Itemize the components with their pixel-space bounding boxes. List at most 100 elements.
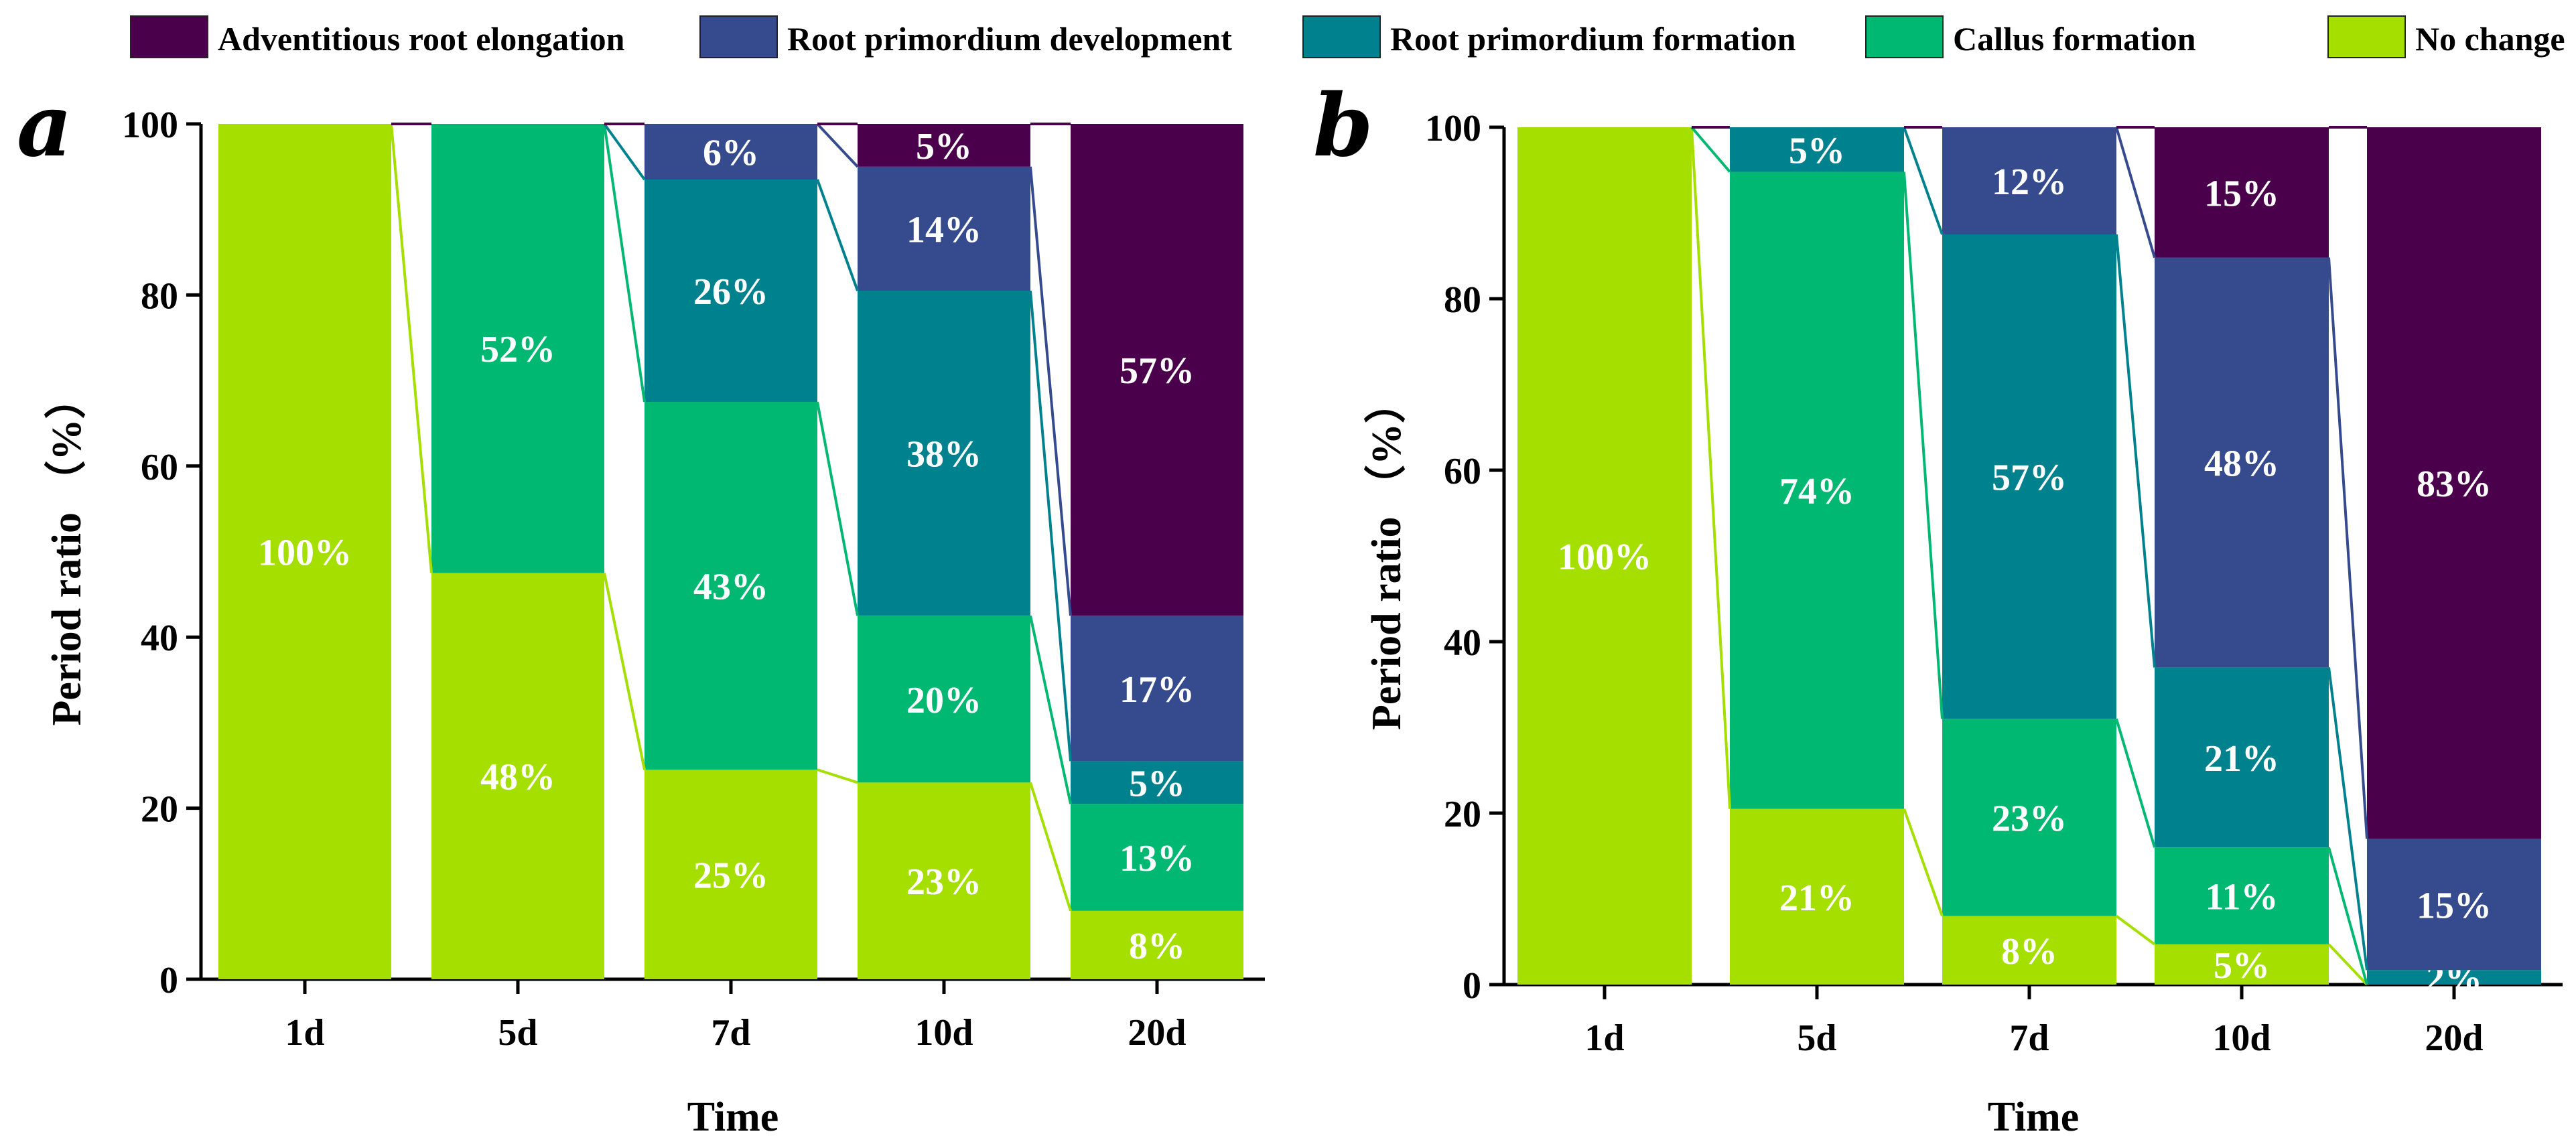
- connector-callus-formation: [1903, 171, 1944, 719]
- x-axis-title: Time: [687, 1094, 779, 1140]
- data-label-no-change-1d: 100%: [258, 532, 352, 574]
- data-label-root-primordium-development-7d: 12%: [1992, 161, 2067, 203]
- data-label-callus-formation-10d: 20%: [906, 680, 981, 721]
- bar-root-primordium-development-7d: [645, 124, 817, 180]
- bar-root-primordium-formation-7d: [1942, 234, 2116, 719]
- connector-no-change: [2115, 914, 2156, 946]
- connector-root-primordium-development: [816, 123, 859, 168]
- bar-root-primordium-formation-20d: [1071, 761, 1243, 804]
- legend-label-root-primordium-development: Root primordium development: [787, 20, 1232, 58]
- data-label-callus-formation-5d: 74%: [1779, 471, 1854, 512]
- legend-swatch-root-primordium-formation: [1302, 15, 1381, 58]
- legend-label-root-primordium-formation: Root primordium formation: [1390, 20, 1796, 58]
- y-tick-label: 100: [122, 104, 178, 146]
- x-tick-label: 1d: [285, 1012, 324, 1054]
- bar-no-change-20d: [1071, 910, 1243, 979]
- y-axis-title: Period ratio （%）: [43, 377, 90, 725]
- bar-root-primordium-formation-5d: [1730, 127, 1904, 172]
- x-tick-label: 10d: [914, 1012, 973, 1054]
- legend-swatch-adventitious-root-elongation: [130, 15, 208, 58]
- bar-adventitious-root-elongation-20d: [2367, 127, 2541, 839]
- bar-root-primordium-formation-10d: [858, 291, 1030, 616]
- bar-root-primordium-development-20d: [2367, 839, 2541, 971]
- connector-no-change: [1690, 127, 1731, 809]
- data-label-root-primordium-formation-7d: 57%: [1992, 457, 2067, 499]
- data-label-no-change-10d: 23%: [906, 861, 981, 903]
- data-label-root-primordium-formation-20d: 5%: [1129, 763, 1185, 804]
- bar-adventitious-root-elongation-10d: [2155, 127, 2329, 258]
- y-tick-label: 20: [1444, 794, 1481, 835]
- x-tick-label: 1d: [1584, 1017, 1624, 1059]
- bar-no-change-7d: [1942, 916, 2116, 985]
- bar-root-primordium-development-10d: [2155, 257, 2329, 668]
- y-tick-label: 80: [1444, 279, 1481, 321]
- data-label-adventitious-root-elongation-20d: 57%: [1120, 350, 1195, 392]
- x-tick-label: 20d: [1128, 1012, 1186, 1054]
- panel-letter-b: b: [1313, 76, 1373, 176]
- data-label-callus-formation-20d: 13%: [1120, 838, 1195, 879]
- y-tick-label: 40: [141, 618, 178, 659]
- bar-callus-formation-5d: [431, 124, 604, 573]
- data-label-adventitious-root-elongation-10d: 5%: [916, 126, 972, 167]
- connector-no-change: [390, 123, 433, 573]
- legend-swatch-no-change: [2327, 15, 2406, 58]
- data-label-root-primordium-formation-5d: 5%: [1789, 130, 1845, 171]
- legend-label-no-change: No change: [2415, 20, 2565, 58]
- connector-root-primordium-formation: [816, 179, 859, 291]
- data-label-no-change-7d: 8%: [2001, 931, 2057, 973]
- y-tick-label: 100: [1425, 108, 1481, 149]
- bar-root-primordium-formation-10d: [2155, 667, 2329, 848]
- data-label-no-change-10d: 5%: [2214, 945, 2270, 987]
- connector-no-change: [2327, 943, 2368, 986]
- data-label-callus-formation-10d: 11%: [2206, 877, 2279, 918]
- connector-root-primordium-formation: [603, 123, 646, 181]
- data-label-no-change-1d: 100%: [1558, 537, 1651, 578]
- connector-root-primordium-formation: [1903, 127, 1944, 235]
- legend-label-callus-formation: Callus formation: [1953, 20, 2196, 58]
- data-label-root-primordium-formation-10d: 38%: [906, 434, 981, 476]
- data-label-adventitious-root-elongation-20d: 83%: [2417, 464, 2492, 505]
- data-label-root-primordium-development-20d: 15%: [2417, 885, 2492, 926]
- bar-root-primordium-development-10d: [858, 166, 1030, 291]
- connector-callus-formation: [2115, 718, 2156, 848]
- data-label-no-change-5d: 21%: [1779, 877, 1854, 919]
- data-label-no-change-20d: 8%: [1129, 926, 1185, 967]
- legend-swatch-callus-formation: [1865, 15, 1944, 58]
- connector-callus-formation: [1690, 126, 1731, 173]
- bar-no-change-7d: [645, 770, 817, 979]
- connector-no-change: [1903, 808, 1944, 917]
- connector-no-change: [817, 768, 858, 784]
- connector-no-change: [603, 573, 646, 770]
- bar-callus-formation-7d: [1942, 719, 2116, 916]
- bar-callus-formation-5d: [1730, 171, 1904, 809]
- connector-root-primordium-formation: [2115, 234, 2156, 668]
- bar-callus-formation-20d: [1071, 804, 1243, 911]
- connector-callus-formation: [816, 401, 859, 616]
- x-tick-label: 7d: [711, 1012, 750, 1054]
- connector-root-primordium-development: [2327, 257, 2368, 839]
- connector-callus-formation: [1029, 615, 1072, 804]
- legend-label-adventitious-root-elongation: Adventitious root elongation: [218, 20, 625, 58]
- y-tick-label: 60: [141, 447, 178, 488]
- x-tick-label: 5d: [1797, 1017, 1836, 1059]
- data-label-callus-formation-5d: 52%: [480, 329, 555, 370]
- bar-root-primordium-development-20d: [1071, 616, 1243, 762]
- y-tick-label: 80: [141, 275, 178, 317]
- x-tick-label: 5d: [498, 1012, 537, 1054]
- connector-no-change: [1029, 782, 1072, 912]
- panel-letter-a: a: [17, 76, 72, 176]
- y-tick-label: 0: [159, 960, 178, 1001]
- x-tick-label: 20d: [2425, 1017, 2483, 1059]
- bar-root-primordium-formation-7d: [645, 180, 817, 403]
- connector-root-primordium-formation: [1029, 290, 1072, 762]
- y-tick-label: 40: [1444, 622, 1481, 664]
- legend-swatch-root-primordium-development: [699, 15, 778, 58]
- y-tick-label: 60: [1444, 451, 1481, 492]
- connector-callus-formation: [603, 123, 646, 403]
- bar-adventitious-root-elongation-20d: [1071, 124, 1243, 616]
- bar-no-change-10d: [2155, 944, 2329, 985]
- connector-root-primordium-development: [2115, 127, 2156, 259]
- connector-root-primordium-formation: [2327, 667, 2368, 971]
- bar-no-change-5d: [431, 573, 604, 979]
- data-label-callus-formation-7d: 43%: [693, 567, 768, 608]
